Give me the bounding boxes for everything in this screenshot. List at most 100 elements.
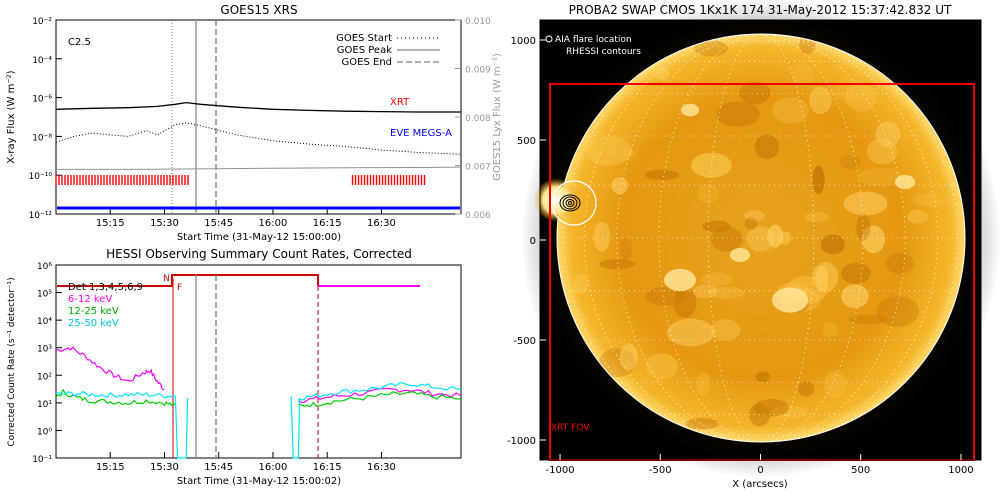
swap-x-tick-label: 1000 bbox=[948, 465, 973, 476]
hessi-series bbox=[55, 346, 462, 459]
goes-legend-end-label: GOES End bbox=[342, 57, 392, 68]
goes-y2-ticks: 0.010 0.009 0.008 0.007 0.006 bbox=[455, 17, 491, 221]
hessi-x-tick-label: 15:45 bbox=[204, 462, 233, 473]
hessi-series-line bbox=[55, 346, 165, 391]
aia-legend-symbol bbox=[545, 35, 553, 43]
active-region bbox=[664, 268, 696, 292]
swap-x-ticks: -1000 -500 0 500 1000 bbox=[546, 454, 974, 476]
hessi-detector-state-line bbox=[57, 274, 319, 287]
hessi-x-tick-label: 15:15 bbox=[96, 462, 125, 473]
disk-texture-patch bbox=[667, 318, 715, 347]
disk-texture-patch bbox=[598, 348, 636, 378]
goes-x-axis-label: Start Time (31-May-12 15:00:00) bbox=[177, 232, 341, 243]
disk-texture-patch bbox=[645, 353, 679, 380]
hessi-legend-6-12: 6-12 keV bbox=[68, 294, 112, 305]
disk-texture-patch bbox=[572, 273, 589, 294]
disk-texture-patch bbox=[856, 214, 871, 241]
hessi-gap-edge bbox=[290, 395, 301, 459]
hessi-legend-12-25: 12-25 keV bbox=[68, 306, 119, 317]
goes-legend-peak-label: GOES Peak bbox=[337, 45, 392, 56]
hessi-y-tick-label: 10² bbox=[37, 372, 52, 382]
rhessi-contours bbox=[559, 194, 581, 212]
disk-texture-patch bbox=[866, 138, 898, 165]
hessi-y-ticks: 10⁶ 10⁵ 10⁴ 10³ 10² 10¹ 10⁰ 10⁻¹ bbox=[32, 262, 62, 465]
xrt-series-label: XRT bbox=[390, 97, 410, 108]
disk-texture-patch bbox=[619, 237, 633, 261]
longitude-line bbox=[583, 34, 939, 442]
goes-x-tick-label: 16:00 bbox=[259, 218, 288, 229]
disk-texture-patch bbox=[691, 152, 732, 178]
disk-texture-patch bbox=[848, 314, 888, 325]
goes-y2-tick-label: 0.007 bbox=[465, 163, 491, 173]
disk-texture-patch bbox=[696, 372, 711, 396]
disk-texture-patch bbox=[820, 234, 845, 255]
goes-y-ticks: 10⁻² 10⁻⁴ 10⁻⁶ 10⁻⁸ 10⁻¹⁰ 10⁻¹² bbox=[29, 17, 62, 221]
hessi-series-line bbox=[298, 387, 462, 404]
goes-y2-tick-label: 0.009 bbox=[465, 66, 491, 76]
hessi-plot-frame bbox=[55, 264, 462, 459]
swap-panel: PROBA2 SWAP CMOS 1Kx1K 174 31-May-2012 1… bbox=[507, 0, 1000, 490]
disk-texture-patch bbox=[644, 169, 680, 180]
disk-texture-patch bbox=[804, 212, 830, 223]
hessi-x-tick-label: 16:00 bbox=[259, 462, 288, 473]
active-region bbox=[895, 175, 915, 189]
hessi-y-tick-label: 10⁵ bbox=[37, 290, 52, 300]
hessi-series-line bbox=[55, 388, 176, 407]
disk-texture-patch bbox=[843, 191, 888, 216]
hessi-series-line bbox=[298, 391, 462, 408]
longitude-line bbox=[616, 34, 906, 442]
hessi-y-tick-label: 10¹ bbox=[37, 400, 52, 410]
hessi-y-tick-label: 10³ bbox=[37, 345, 52, 355]
swap-x-tick-label: -500 bbox=[649, 465, 672, 476]
disk-texture-patch bbox=[798, 381, 815, 397]
goes-y-axis-label: X-ray Flux (W m⁻²) bbox=[6, 70, 17, 163]
disk-texture-patch bbox=[710, 226, 743, 252]
aia-flare-location-circle bbox=[551, 180, 597, 226]
disk-texture-patch bbox=[841, 263, 871, 284]
goes-flare-class: C2.5 bbox=[68, 37, 91, 48]
swap-limb-outline bbox=[556, 33, 966, 443]
goes-series-line bbox=[56, 166, 462, 170]
active-region bbox=[730, 248, 750, 262]
xrt-coverage-bars bbox=[55, 175, 426, 185]
disk-texture-patch bbox=[701, 272, 733, 286]
goes-x-ticks: 15:15 15:30 15:45 16:00 16:15 16:30 bbox=[96, 208, 396, 229]
disk-texture-patch bbox=[906, 209, 928, 224]
disk-texture-patch bbox=[755, 371, 770, 383]
disk-texture-patch bbox=[841, 284, 869, 309]
goes-x-tick-label: 16:30 bbox=[367, 218, 396, 229]
goes-title: GOES15 XRS bbox=[220, 3, 297, 17]
disk-texture-patch bbox=[823, 370, 847, 399]
disk-texture-patch bbox=[792, 64, 814, 87]
disk-texture-patch bbox=[885, 252, 914, 275]
disk-texture-patch bbox=[693, 40, 728, 57]
disk-texture-patch bbox=[654, 67, 670, 81]
disk-texture-patch bbox=[685, 418, 719, 430]
disk-texture-patch bbox=[707, 286, 745, 299]
hessi-x-axis-label: Start Time (31-May-12 15:00:02) bbox=[177, 476, 341, 487]
goes-series-line bbox=[55, 101, 461, 113]
hessi-y-tick-label: 10⁴ bbox=[37, 317, 52, 327]
disk-texture-patch bbox=[744, 210, 766, 222]
disk-texture-patch bbox=[861, 225, 886, 254]
goes-y-tick-label: 10⁻¹⁰ bbox=[29, 172, 53, 182]
hessi-panel: HESSI Observing Summary Count Rates, Cor… bbox=[7, 247, 462, 487]
goes-x-tick-label: 15:15 bbox=[96, 218, 125, 229]
disk-texture-patch bbox=[739, 81, 771, 105]
swap-x-tick-label: 500 bbox=[851, 465, 870, 476]
goes-y-tick-label: 10⁻¹² bbox=[29, 211, 53, 221]
disk-texture-patch bbox=[876, 296, 919, 327]
hessi-y-tick-label: 10⁶ bbox=[37, 262, 52, 272]
longitude-line bbox=[658, 34, 864, 442]
disk-texture-patch bbox=[744, 217, 758, 230]
disk-texture-patch bbox=[767, 224, 783, 248]
goes-x-tick-label: 16:15 bbox=[313, 218, 342, 229]
disk-texture-patch bbox=[598, 259, 636, 270]
disk-texture-patch bbox=[858, 167, 903, 187]
disk-texture-patch bbox=[875, 121, 901, 147]
xrt-fov-label: XRT FOV bbox=[551, 423, 590, 433]
hessi-x-ticks: 15:15 15:30 15:45 16:00 16:15 16:30 bbox=[96, 452, 396, 473]
goes-legend-start-label: GOES Start bbox=[336, 33, 392, 44]
hessi-x-tick-label: 16:30 bbox=[367, 462, 396, 473]
hessi-x-tick-label: 16:15 bbox=[313, 462, 342, 473]
